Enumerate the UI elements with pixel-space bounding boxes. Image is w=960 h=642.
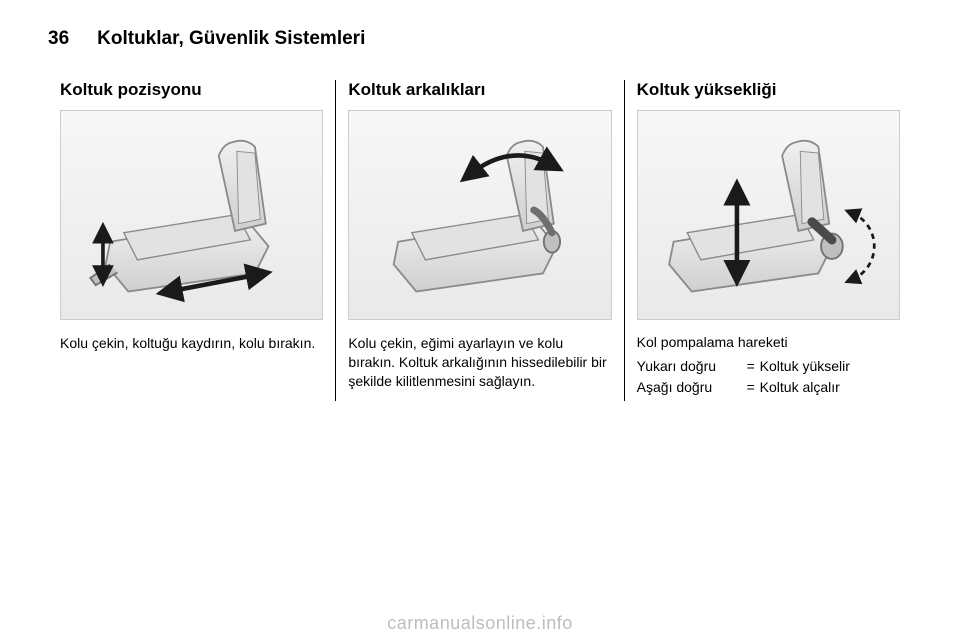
kv-eq: = xyxy=(742,356,760,377)
column-seat-position: Koltuk pozisyonu xyxy=(48,80,335,401)
seat-backrest-svg xyxy=(362,121,597,308)
chapter-title: Koltuklar, Güvenlik Sistemleri xyxy=(97,28,365,50)
section-description: Kolu çekin, koltuğu kaydırın, kolu bırak… xyxy=(60,334,323,353)
section-title: Koltuk pozisyonu xyxy=(60,80,323,100)
content-columns: Koltuk pozisyonu xyxy=(48,80,912,401)
seat-position-svg xyxy=(74,121,309,308)
kv-eq: = xyxy=(742,377,760,398)
column-seat-height: Koltuk yüksekliği xyxy=(624,80,912,401)
kv-row: Aşağı doğru = Koltuk alçalır xyxy=(637,377,900,398)
watermark-text: carmanualsonline.info xyxy=(0,613,960,634)
kv-key: Yukarı doğru xyxy=(637,356,742,377)
kv-key: Aşağı doğru xyxy=(637,377,742,398)
kv-val: Koltuk yükselir xyxy=(760,356,900,377)
column-seat-backrest: Koltuk arkalıkları xyxy=(335,80,623,401)
kv-val: Koltuk alçalır xyxy=(760,377,900,398)
seat-position-illustration xyxy=(60,110,323,320)
page-header: 36 Koltuklar, Güvenlik Sistemleri xyxy=(48,28,912,50)
seat-height-illustration xyxy=(637,110,900,320)
seat-backrest-illustration xyxy=(348,110,611,320)
seat-height-svg xyxy=(651,121,886,308)
kv-row: Yukarı doğru = Koltuk yükselir xyxy=(637,356,900,377)
page-number: 36 xyxy=(48,28,69,50)
section-title: Koltuk yüksekliği xyxy=(637,80,900,100)
key-value-list: Yukarı doğru = Koltuk yükselir Aşağı doğ… xyxy=(637,356,900,398)
manual-page: 36 Koltuklar, Güvenlik Sistemleri Koltuk… xyxy=(0,0,960,642)
section-subhead: Kol pompalama hareketi xyxy=(637,334,900,350)
section-description: Kolu çekin, eğimi ayarlayın ve kolu bıra… xyxy=(348,334,611,391)
section-title: Koltuk arkalıkları xyxy=(348,80,611,100)
